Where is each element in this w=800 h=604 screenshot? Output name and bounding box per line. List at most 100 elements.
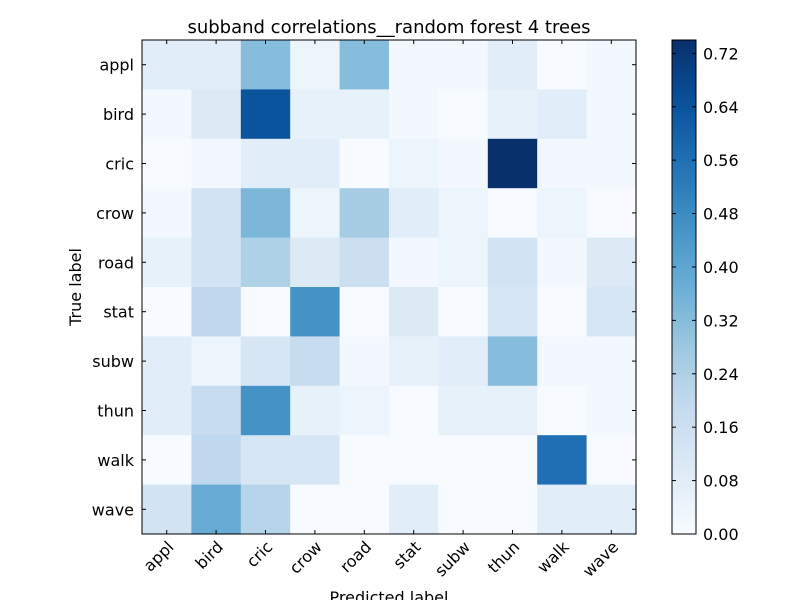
heatmap-cell	[142, 188, 192, 239]
heatmap-cell	[290, 336, 341, 387]
heatmap-cell	[240, 336, 291, 387]
heatmap-cell	[339, 287, 390, 337]
heatmap-cell	[191, 336, 242, 387]
heatmap-cell	[389, 138, 439, 189]
heatmap-cell	[487, 287, 538, 337]
colorbar-tick-label: 0.24	[703, 365, 739, 384]
heatmap-cell	[339, 385, 390, 436]
heatmap-cell	[586, 484, 637, 535]
heatmap-cell	[142, 138, 192, 189]
heatmap-cell	[191, 385, 242, 436]
heatmap-cell	[438, 89, 489, 140]
heatmap-cell	[191, 40, 242, 90]
heatmap-cell	[290, 89, 341, 140]
y-tick-label: stat	[103, 303, 134, 322]
x-tick-label: walk	[533, 537, 573, 577]
heatmap-cell	[191, 435, 242, 486]
y-tick-label: bird	[103, 105, 134, 124]
heatmap-cell	[487, 435, 538, 486]
colorbar-tick-label: 0.00	[703, 525, 739, 544]
heatmap-cell	[537, 484, 588, 535]
heatmap-cell	[586, 138, 637, 189]
heatmap-cell	[339, 484, 390, 535]
heatmap-cell	[389, 89, 439, 140]
heatmap-cell	[537, 40, 588, 90]
heatmap-cell	[142, 484, 192, 535]
heatmap-cell	[438, 484, 489, 535]
heatmap-cell	[487, 138, 538, 189]
heatmap-cell	[537, 237, 588, 288]
heatmap-cell	[240, 237, 291, 288]
heatmap-cell	[339, 138, 390, 189]
heatmap-cell	[586, 435, 637, 486]
heatmap-cell	[240, 188, 291, 239]
heatmap-cell	[487, 237, 538, 288]
colorbar: 0.00 0.08 0.16 0.24 0.32 0.40 0.48 0.56 0.64 0.72	[671, 39, 739, 544]
heatmap-cell	[290, 237, 341, 288]
colorbar-tick-label: 0.64	[703, 98, 739, 117]
heatmap-cell	[290, 385, 341, 436]
heatmap-cell	[290, 40, 341, 90]
heatmap-cell	[438, 138, 489, 189]
heatmap-cell	[438, 40, 489, 90]
heatmap-cell	[240, 484, 291, 535]
heatmap-cell	[586, 188, 637, 239]
y-tick-label: thun	[97, 402, 134, 421]
heatmap-cell	[487, 484, 538, 535]
heatmap-cell	[586, 237, 637, 288]
heatmap-cell	[487, 40, 538, 90]
heatmap-cell	[438, 287, 489, 337]
heatmap-cell	[191, 237, 242, 288]
heatmap-cell	[290, 138, 341, 189]
x-tick-label: crow	[285, 537, 325, 577]
x-tick-label: bird	[192, 537, 227, 572]
heatmap-cell	[290, 287, 341, 337]
heatmap-cell	[586, 89, 637, 140]
colorbar-tick-label: 0.40	[703, 258, 739, 277]
heatmap-cell	[389, 40, 439, 90]
y-tick-label: wave	[92, 500, 134, 519]
x-tick-label: stat	[389, 537, 424, 572]
heatmap-cell	[290, 435, 341, 486]
y-tick-label: crow	[96, 204, 134, 223]
heatmap-cell	[142, 237, 192, 288]
plot-frame	[141, 39, 637, 535]
colorbar-tick-label: 0.08	[703, 472, 739, 491]
heatmap-cell	[389, 336, 439, 387]
x-tick-label: appl	[140, 537, 178, 575]
x-tick-label: road	[336, 537, 375, 576]
heatmap-cell	[438, 435, 489, 486]
heatmap-cell	[487, 188, 538, 239]
y-tick-label: appl	[99, 56, 134, 75]
colorbar-tick-label: 0.16	[703, 418, 739, 437]
heatmap-cell	[240, 385, 291, 436]
colorbar-tick-label: 0.72	[703, 44, 739, 63]
heatmap-cells	[142, 40, 637, 535]
heatmap-cell	[586, 385, 637, 436]
heatmap-cell	[142, 89, 192, 140]
heatmap-cell	[191, 287, 242, 337]
heatmap-cell	[438, 237, 489, 288]
heatmap-cell	[142, 435, 192, 486]
heatmap-cell	[537, 336, 588, 387]
heatmap-cell	[537, 89, 588, 140]
heatmap-cell	[191, 138, 242, 189]
heatmap-cell	[240, 138, 291, 189]
heatmap-cell	[339, 336, 390, 387]
heatmap-cell	[389, 385, 439, 436]
y-tick-label: subw	[92, 352, 134, 371]
heatmap-cell	[240, 40, 291, 90]
x-tick-label: wave	[579, 537, 622, 580]
heatmap-cell	[537, 435, 588, 486]
heatmap-cell	[191, 89, 242, 140]
heatmap-cell	[438, 336, 489, 387]
heatmap-cell	[438, 188, 489, 239]
heatmap-cell	[389, 435, 439, 486]
heatmap-cell	[586, 40, 637, 90]
y-axis-label: True label	[66, 248, 85, 327]
colorbar-tick-label: 0.48	[703, 205, 739, 224]
heatmap-cell	[290, 484, 341, 535]
heatmap-cell	[142, 336, 192, 387]
heatmap-cell	[389, 188, 439, 239]
